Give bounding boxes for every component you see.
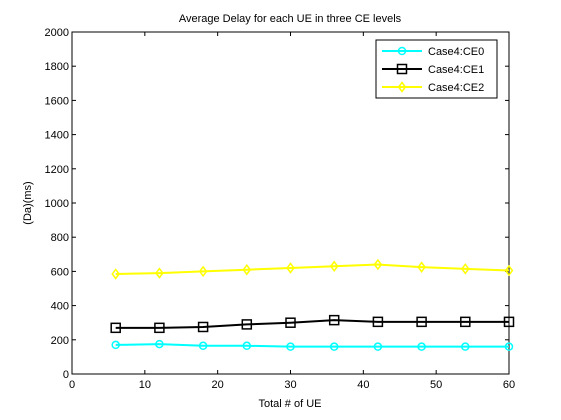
- data-point: [373, 258, 383, 271]
- series-line: [115, 343, 509, 348]
- y-tick-label: 1200: [45, 164, 69, 176]
- y-tick-label: 200: [51, 335, 69, 347]
- chart-title: Average Delay for each UE in three CE le…: [179, 13, 402, 25]
- series-layer: [110, 258, 515, 351]
- data-point: [286, 342, 295, 351]
- x-tick-label: 20: [212, 379, 224, 391]
- data-point: [241, 319, 253, 330]
- x-axis-title: Total # of UE: [259, 398, 322, 410]
- series-case4-ce0: [111, 339, 514, 351]
- data-point: [286, 262, 295, 274]
- data-point: [504, 264, 514, 277]
- y-tick-label: 1400: [45, 130, 69, 142]
- data-point: [416, 316, 427, 328]
- series-case4-ce2: [111, 258, 514, 280]
- legend: Case4:CE0 Case4:CE1 Case4:CE2: [375, 39, 498, 99]
- legend-marker: [397, 81, 407, 93]
- y-tick-label: 400: [51, 301, 69, 313]
- data-point: [373, 342, 383, 351]
- y-tick-label: 1000: [45, 198, 69, 210]
- x-tick-label: 50: [430, 379, 442, 391]
- data-point: [503, 316, 515, 328]
- y-tick-label: 800: [51, 232, 69, 244]
- y-tick-label: 0: [63, 369, 69, 381]
- data-point: [110, 322, 121, 334]
- data-point: [154, 322, 165, 334]
- data-point: [329, 342, 339, 351]
- data-point: [197, 321, 209, 333]
- legend-marker: [397, 46, 407, 56]
- data-point: [111, 340, 120, 350]
- y-axis: 0 200 400 600 800 1000 1200 1400 1600 1800 2000: [45, 27, 509, 381]
- data-point: [461, 342, 470, 351]
- x-tick-label: 0: [69, 379, 75, 391]
- data-point: [285, 317, 296, 328]
- y-tick-label: 1600: [45, 95, 69, 107]
- data-point: [155, 339, 164, 349]
- data-point: [329, 260, 339, 273]
- data-point: [460, 263, 470, 275]
- data-point: [111, 268, 121, 280]
- legend-label: Case4:CE0: [428, 46, 484, 58]
- series-line: [115, 263, 510, 275]
- legend-marker: [396, 63, 408, 75]
- x-tick-label: 60: [503, 379, 515, 391]
- legend-label: Case4:CE2: [428, 82, 484, 94]
- series-line: [115, 319, 509, 329]
- data-point: [328, 314, 340, 326]
- data-point: [417, 342, 426, 351]
- legend-label: Case4:CE1: [428, 64, 484, 76]
- x-tick-label: 30: [284, 379, 296, 391]
- series-case4-ce1: [110, 314, 515, 334]
- y-tick-label: 2000: [45, 27, 69, 39]
- data-point: [504, 342, 514, 351]
- x-tick-label: 40: [357, 379, 369, 391]
- data-point: [198, 341, 208, 351]
- data-point: [417, 261, 426, 273]
- y-tick-label: 1800: [45, 61, 69, 73]
- data-point: [198, 265, 208, 278]
- y-tick-label: 600: [51, 266, 69, 278]
- y-axis-title: (Da)(ms): [22, 181, 34, 224]
- x-tick-label: 10: [139, 379, 151, 391]
- x-axis: 0 10 20 30 40 50 60: [69, 32, 515, 391]
- data-point: [372, 316, 384, 328]
- data-point: [242, 263, 252, 276]
- data-point: [155, 267, 164, 279]
- data-point: [242, 341, 252, 351]
- data-point: [460, 316, 471, 328]
